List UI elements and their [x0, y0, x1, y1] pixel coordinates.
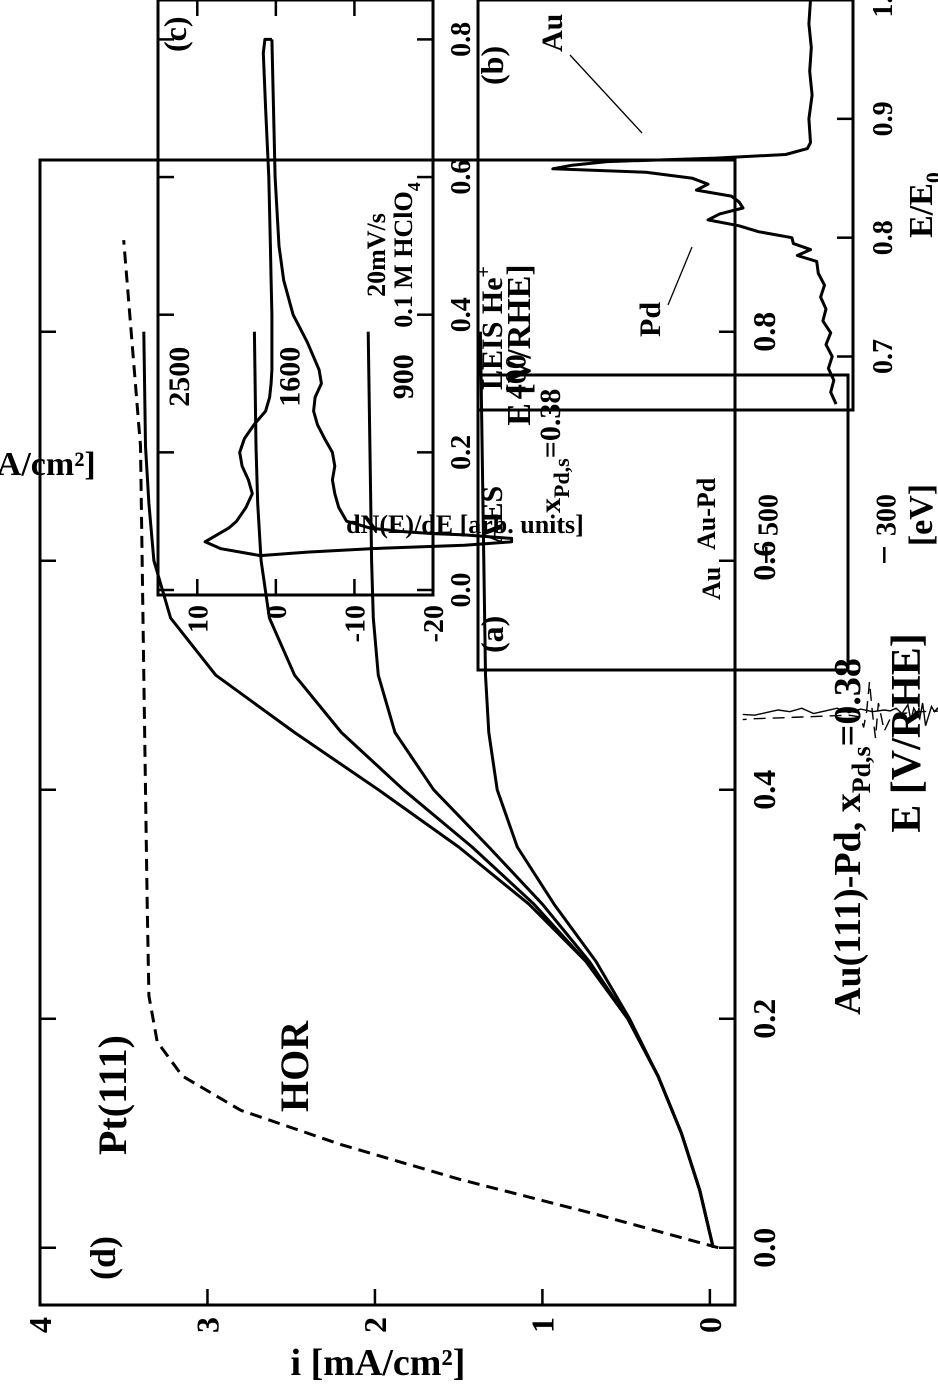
- panel-a-xtick-label-1: 300: [871, 494, 902, 536]
- panel-d-xtick-label-2: 0.4: [746, 770, 782, 810]
- panel-d-series-label-400: 400: [499, 354, 532, 399]
- panel-d-ytick-label-2: 2: [357, 1317, 393, 1333]
- aes-au-label: Au: [697, 567, 726, 600]
- panel-d-series-label-1600: 1600: [273, 347, 306, 407]
- pt111-label: Pt(111): [90, 1035, 135, 1155]
- panel-d-series-label-2500: 2500: [163, 347, 196, 407]
- panel-b-xtick-label-2: 0.9: [868, 101, 899, 136]
- panel-d-xtick-label-0: 0.0: [746, 1228, 782, 1268]
- panel-d-xtick-label-3: 0.6: [746, 541, 782, 581]
- panel-b-series-LEIS: [551, 0, 838, 405]
- panel-a-xlabel: [eV]: [903, 484, 938, 546]
- panel-d-series-label-900: 900: [387, 354, 420, 399]
- panel-b: 0.7 0.8 0.9 1.0 (b) LEIS He+ Au Pd E/E0: [473, 0, 938, 412]
- panel-d-xtick-label-1: 0.2: [746, 999, 782, 1039]
- panel-b-xtick-label-1: 0.8: [868, 220, 899, 255]
- panel-c-xlabel: E [V/RHE]: [501, 264, 538, 426]
- cv-electrolyte-label: 0.1 M HClO4: [389, 182, 424, 328]
- panel-d-ytick-label-4: 4: [22, 1317, 58, 1333]
- panel-d-series: [122, 239, 719, 1250]
- panel-d-ytick-label-0: 0: [692, 1317, 728, 1333]
- panel-b-xlabel: E/E0: [903, 172, 938, 238]
- panel-c-xtick-label-2: 0.4: [446, 297, 477, 332]
- leis-pd-pointer: [667, 246, 693, 306]
- panel-d-series-400: [478, 331, 715, 1249]
- panel-b-xtick-label-3: 1.0: [868, 0, 899, 18]
- panel-a-frame: [476, 373, 850, 672]
- panel-d-ytick-label-1: 1: [524, 1317, 560, 1333]
- panel-c-yticks: 10 0 -10 -20: [183, 0, 450, 642]
- panel-b-xtick-label-0: 0.7: [868, 339, 899, 374]
- panel-d-xticks: 0.0 0.2 0.4 0.6 0.8: [40, 312, 782, 1268]
- panel-b-series: [551, 0, 838, 405]
- panel-a-series-Au-Pd: [742, 681, 938, 739]
- panel-d-ylabel: i [mA/cm²]: [291, 1342, 466, 1384]
- panel-d-frame: [38, 158, 737, 1307]
- panel-d: 0.0 0.2 0.4 0.6 0.8 0 1 2 3 4 2500 1600 900 400 (d)…: [22, 158, 930, 1384]
- panel-d-ytick-label-3: 3: [189, 1317, 225, 1333]
- leis-au-pointer: [569, 54, 643, 134]
- panel-d-series-2500: [142, 331, 715, 1249]
- panel-b-letter: (b): [474, 46, 510, 85]
- panel-a-xtick-label-2: 500: [753, 494, 784, 536]
- panel-c-xtick-label-3: 0.6: [446, 160, 477, 195]
- hor-label: HOR: [272, 1020, 317, 1112]
- panel-d-series-900: [366, 331, 715, 1249]
- leis-title: LEIS He+: [473, 266, 509, 390]
- panel-b-frame: [476, 0, 855, 412]
- panel-d-xlabel: E [V/RHE]: [884, 633, 930, 833]
- panel-c-frame: [156, 0, 435, 597]
- panel-a-letter: (a): [474, 616, 510, 653]
- alloy-label: Au(111)-Pd, xPd,s=0.38: [827, 658, 876, 1015]
- panel-c-letter: (c): [157, 16, 193, 52]
- panel-c-xticks: 0.0 0.2 0.4 0.6 0.8: [158, 22, 477, 608]
- panel-c-xtick-label-1: 0.2: [446, 435, 477, 470]
- panel-a-series-Au: [742, 699, 938, 726]
- panel-c-series-CV: [203, 37, 514, 558]
- panel-c-series: [203, 37, 514, 558]
- leis-au-label: Au: [536, 14, 569, 52]
- panel-c-ytick-label-1: 0: [262, 605, 293, 619]
- panel-d-yticks: 0 1 2 3 4: [22, 1289, 728, 1333]
- panel-c-xtick-label-4: 0.8: [446, 22, 477, 57]
- aes-x-label: xPd,s=0.38: [534, 389, 574, 513]
- panel-c-ylabel: i [μA/cm²]: [0, 446, 96, 483]
- panel-c-ytick-label-0: 10: [183, 605, 214, 633]
- panel-d-letter: (d): [83, 1236, 123, 1280]
- panel-c-ytick-label-2: -10: [340, 605, 371, 642]
- panel-d-series-labels: 2500 1600 900 400: [163, 347, 533, 407]
- panel-a-series: [742, 681, 938, 739]
- panel-c: 0.0 0.2 0.4 0.6 0.8 10 0 -10 -20 (c) 20mV/s 0.1…: [0, 0, 538, 642]
- panel-c-ytick-label-3: -20: [419, 605, 450, 642]
- leis-pd-label: Pd: [634, 302, 667, 337]
- panel-a-xticks: 100300500: [753, 494, 902, 563]
- aes-title: AES: [476, 486, 509, 544]
- panel-b-xticks: 0.7 0.8 0.9 1.0: [837, 0, 899, 374]
- panel-d-xtick-label-4: 0.8: [746, 312, 782, 352]
- cv-rate-label: 20mV/s: [362, 213, 391, 297]
- panel-d-series-Pt(111): [122, 239, 719, 1250]
- panel-c-xtick-label-0: 0.0: [446, 573, 477, 608]
- aes-aupd-label: Au-Pd: [692, 477, 721, 550]
